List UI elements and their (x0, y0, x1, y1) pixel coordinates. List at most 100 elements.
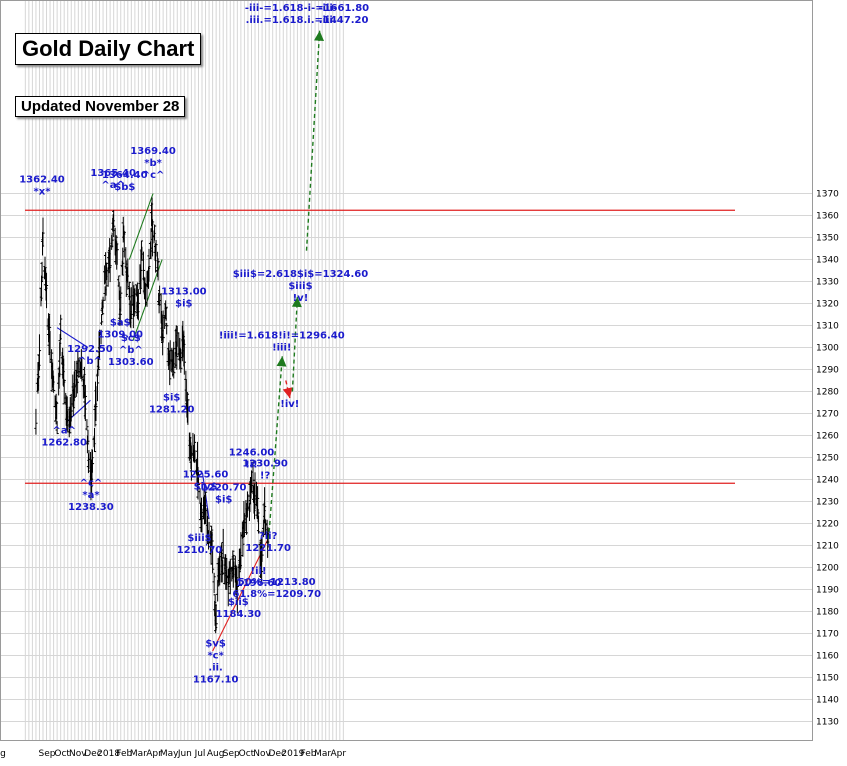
wave-annotation: $iii$=2.618$i$=1324.60 $iii$ !v! (233, 269, 369, 304)
annotation-line: $iii$ (187, 533, 211, 544)
x-tick-label: Aug (207, 749, 225, 759)
annotation-line: ^b^ (78, 356, 102, 367)
x-tick-label: May (160, 749, 179, 759)
wave-annotation: !iv! (280, 399, 299, 410)
ohlc-bar (87, 453, 90, 473)
annotation-line: $c$ (121, 333, 141, 344)
wave-annotation: 1313.00 $i$ (161, 287, 207, 310)
annotation-line: 1225.60 (183, 469, 229, 480)
annotation-line: !ii! (251, 566, 267, 577)
annotation-line: !v! (293, 293, 309, 304)
y-tick-label: 1270 (816, 410, 839, 420)
wave-annotation: -iii-=1.618-i-=1661.80 .iii.=1.618.i.=144… (245, 3, 369, 26)
annotation-line: *b* (144, 158, 162, 169)
ohlc-bar (112, 214, 115, 228)
y-tick-label: 1250 (816, 454, 839, 464)
y-tick-label: 1340 (816, 256, 839, 266)
annotation-line: 50%=1213.80 (238, 577, 316, 588)
y-axis: 1130114011501160117011801190120012101220… (816, 190, 839, 728)
annotation-line: !? (260, 470, 271, 481)
x-tick-label: Oct (239, 749, 255, 759)
wave-annotation: $ii$ 1184.30 (216, 597, 262, 620)
ohlc-bar (59, 334, 62, 356)
y-tick-label: 1320 (816, 300, 839, 310)
annotation-line: $a$ (110, 318, 131, 329)
annotation-line: ^b^ (119, 345, 143, 356)
annotation-line: -iii- (318, 3, 337, 14)
annotation-line: 1167.10 (193, 675, 239, 686)
annotation-line: !iv! (280, 399, 299, 410)
annotation-line: 1184.30 (216, 609, 262, 620)
y-tick-label: 1300 (816, 344, 839, 354)
y-tick-label: 1150 (816, 674, 839, 684)
ohlc-bar (140, 241, 143, 259)
chart-title: Gold Daily Chart (15, 33, 201, 65)
annotation-line: $iii$ (288, 281, 312, 292)
x-tick-label: Apr (331, 749, 347, 759)
annotation-line: 1220.70 (201, 483, 247, 494)
ohlc-bar (154, 243, 157, 272)
annotation-line: $i$ (175, 299, 192, 310)
annotation-line: 1230.90 (242, 458, 288, 469)
annotation-line: .ii. (208, 663, 222, 674)
x-tick-label: Mar (314, 749, 331, 759)
ohlc-bar (34, 409, 37, 435)
y-tick-label: 1210 (816, 542, 839, 552)
annotation-line: 1281.20 (149, 404, 195, 415)
annotation-line: .iii.=1.618.i.=1447.20 (246, 15, 369, 26)
annotation-line: 1262.80 (41, 437, 87, 448)
ohlc-bar (150, 198, 153, 232)
wave-annotation: 1292.50 ^b^ (67, 344, 113, 367)
annotation-line: $v$ (205, 639, 225, 650)
annotation-line: 1246.00 (229, 447, 275, 458)
y-tick-label: 1220 (816, 520, 839, 530)
ohlc-bar (59, 315, 62, 340)
ohlc-bar (44, 286, 47, 300)
wave-annotation: 50%=1213.80 61.8%=1209.70 (232, 577, 321, 600)
wave-annotation: $iii$ 1210.70 (177, 533, 223, 556)
y-tick-label: 1180 (816, 608, 839, 618)
y-tick-label: 1280 (816, 388, 839, 398)
annotation-line: 1313.00 (161, 287, 207, 298)
y-tick-label: 1240 (816, 476, 839, 486)
wave-annotation: 1220.70 $i$ (201, 483, 247, 506)
y-tick-label: 1200 (816, 564, 839, 574)
annotation-line: ^c^ (142, 170, 165, 181)
annotation-line: !iii!=1.618!i!=1296.40 (219, 331, 345, 342)
annotation-line: $i$ (163, 392, 180, 403)
y-tick-label: 1170 (816, 630, 839, 640)
x-tick-label: Jun (177, 749, 192, 759)
annotation-line: *a* (82, 490, 100, 501)
annotation-line: 1221.70 (245, 543, 291, 554)
x-tick-label: Mar (130, 749, 147, 759)
annotation-line: 1292.50 (67, 344, 113, 355)
annotation-line: $i$ (215, 495, 232, 506)
y-tick-label: 1190 (816, 586, 839, 596)
x-tick-label: Oct (54, 749, 70, 759)
annotation-line: ?ii? (259, 531, 278, 542)
annotation-line: 1210.70 (177, 545, 223, 556)
y-tick-label: 1310 (816, 322, 839, 332)
chart-subtitle: Updated November 28 (15, 96, 185, 117)
annotation-line: $iii$=2.618$i$=1324.60 (233, 269, 369, 280)
y-tick-label: 1330 (816, 278, 839, 288)
y-tick-label: 1350 (816, 234, 839, 244)
annotation-line: .iii. (319, 15, 337, 26)
x-tick-label: Sep (223, 749, 240, 759)
y-tick-label: 1260 (816, 432, 839, 442)
y-tick-label: 1230 (816, 498, 839, 508)
annotation-line: 1362.40 (19, 175, 65, 186)
annotation-line: -iii-=1.618-i-=1661.80 (245, 3, 369, 14)
wave-annotation: ^a^ 1262.80 (41, 425, 87, 448)
annotation-line: ^c^ (80, 478, 103, 489)
wave-annotation: -iii-.iii. (318, 3, 337, 26)
annotation-line: *x* (34, 187, 52, 198)
annotation-line: ^a^ (52, 425, 76, 436)
annotation-line: !iii! (272, 343, 291, 354)
annotation-line: 1369.40 (130, 146, 176, 157)
wave-annotation: $v$ *c* .ii. 1167.10 (193, 639, 239, 686)
y-tick-label: 1370 (816, 190, 839, 200)
y-tick-label: 1360 (816, 212, 839, 222)
